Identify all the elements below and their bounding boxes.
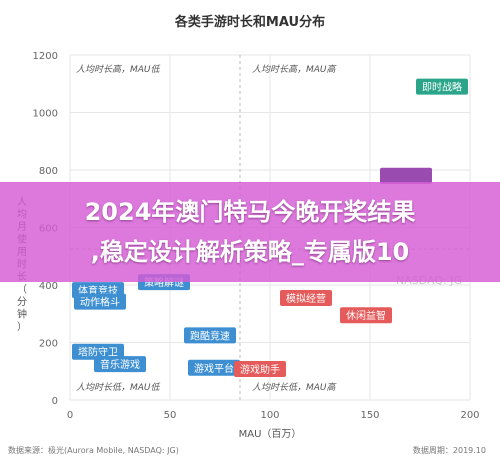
quadrant-label-top-right: 人均时长高，MAU高 — [252, 64, 338, 75]
x-tick-label: 100 — [260, 410, 279, 421]
data-point-label: 动作格斗 — [80, 296, 120, 309]
y-tick-label: 1000 — [33, 109, 58, 120]
x-tick-label: 50 — [164, 410, 177, 421]
quadrant-label-top-left: 人均时长高，MAU低 — [76, 64, 161, 75]
data-point: 塔防守卫 — [72, 343, 124, 360]
data-point-marker — [380, 167, 432, 184]
data-point: 模拟经营 — [280, 289, 332, 306]
data-point-marker — [234, 360, 286, 377]
x-axis-label: MAU（百万） — [239, 428, 302, 440]
data-point-marker — [188, 359, 240, 376]
x-tick-label: 150 — [360, 410, 379, 421]
overlay-line-2: ,稳定设计解析策略_专属版10 — [90, 238, 410, 266]
data-point-label: 模拟经营 — [286, 292, 326, 305]
data-point-label: 休闲益智 — [346, 309, 386, 322]
x-axis-ticks: 0 50 100 150 200 — [67, 410, 480, 421]
data-point-marker — [72, 343, 124, 360]
data-point-label: 即时战略 — [422, 81, 462, 94]
y-tick-label: 200 — [39, 339, 58, 350]
quadrant-label-bottom-left: 人均时长低，MAU低 — [76, 382, 161, 393]
chart-title: 各类手游时长和MAU分布 — [174, 14, 325, 30]
data-point-marker — [184, 327, 236, 344]
overlay-line-1: 2024年澳门特马今晚开奖结果 — [84, 198, 416, 226]
data-point — [380, 167, 432, 184]
data-point-marker — [416, 78, 468, 95]
overlay-banner — [0, 182, 500, 282]
footer-source: 数据来源：极光(Aurora Mobile, NASDAQ: JG) — [8, 446, 179, 455]
data-point: 休闲益智 — [340, 307, 392, 324]
y-tick-label: 800 — [39, 166, 58, 177]
footer-date: 数据周期：2019.10 — [412, 446, 486, 455]
quadrant-label-bottom-right: 人均时长低，MAU高 — [252, 382, 338, 393]
data-point-label: 跑酷竞速 — [190, 329, 230, 342]
data-point: 即时战略 — [416, 78, 468, 95]
data-point: 游戏助手 — [234, 360, 286, 377]
data-point-label: 游戏平台 — [194, 362, 234, 375]
data-point-marker — [74, 293, 126, 310]
data-point: 跑酷竞速 — [184, 327, 236, 344]
y-tick-label: 1200 — [33, 51, 58, 62]
data-point-marker — [94, 356, 146, 373]
data-point-marker — [340, 307, 392, 324]
data-point-label: 塔防守卫 — [78, 346, 118, 359]
data-point-label: 音乐游戏 — [100, 358, 140, 371]
y-tick-label: 400 — [39, 281, 58, 292]
data-point-marker — [280, 289, 332, 306]
data-point: 游戏平台 — [188, 359, 240, 376]
data-point: 动作格斗 — [74, 293, 126, 310]
x-tick-label: 200 — [460, 410, 479, 421]
data-point-label: 游戏助手 — [240, 363, 280, 376]
y-tick-label: 0 — [52, 396, 58, 407]
data-point: 音乐游戏 — [94, 356, 146, 373]
x-tick-label: 0 — [67, 410, 73, 421]
